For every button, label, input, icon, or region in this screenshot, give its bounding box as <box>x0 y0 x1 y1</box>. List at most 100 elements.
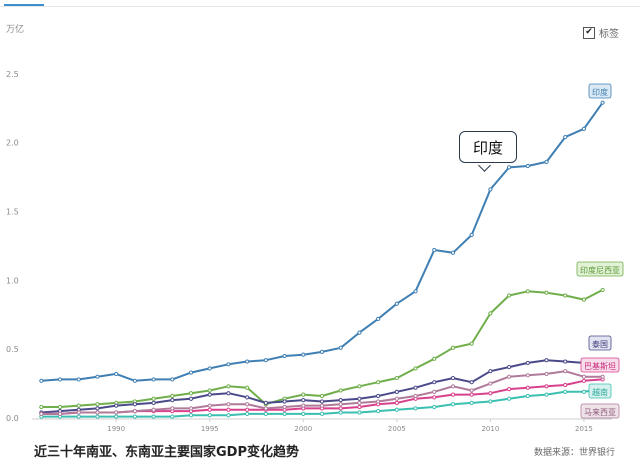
data-point <box>506 293 512 298</box>
data-point <box>469 400 474 405</box>
data-point <box>413 366 418 371</box>
data-point <box>338 402 343 407</box>
data-point <box>357 400 362 405</box>
data-point <box>376 409 381 414</box>
data-point <box>245 407 250 412</box>
data-point <box>301 403 306 408</box>
data-point <box>450 384 456 389</box>
data-point <box>357 384 362 389</box>
data-point <box>151 377 156 382</box>
data-point <box>488 381 493 386</box>
data-point <box>394 375 399 381</box>
data-point <box>581 126 587 131</box>
data-point <box>600 374 605 379</box>
data-point <box>114 403 119 408</box>
data-point <box>394 400 399 405</box>
data-point <box>581 378 587 383</box>
data-point <box>207 413 212 418</box>
data-point <box>76 410 81 415</box>
annotation-bubble: 印度 <box>459 131 517 163</box>
data-point <box>469 392 474 397</box>
data-point <box>413 289 418 294</box>
data-point <box>469 232 474 237</box>
data-point <box>132 409 138 414</box>
data-point <box>301 411 306 416</box>
data-point <box>544 159 549 164</box>
data-point <box>188 391 194 396</box>
data-point <box>245 385 250 390</box>
data-point <box>132 378 138 383</box>
y-tick-label: 1.5 <box>6 207 19 216</box>
label-toggle-text: 标签 <box>599 29 619 40</box>
active-tab-indicator[interactable] <box>4 4 44 6</box>
data-point <box>525 289 530 294</box>
series-end-label: 泰国 <box>592 339 608 349</box>
data-point <box>394 407 399 412</box>
data-point <box>151 400 156 405</box>
data-point <box>581 389 587 394</box>
data-point <box>207 407 212 412</box>
data-point <box>226 402 231 407</box>
y-tick-label: 2.5 <box>6 70 19 79</box>
data-point <box>39 378 44 383</box>
data-point <box>188 370 194 375</box>
data-point <box>245 411 250 416</box>
data-point <box>506 165 512 170</box>
data-point <box>506 386 512 392</box>
data-point <box>263 406 268 411</box>
data-point <box>245 402 250 407</box>
series-line <box>41 289 604 408</box>
data-point <box>301 392 306 397</box>
data-point <box>76 414 81 419</box>
data-point <box>469 388 474 393</box>
series-end-label-box <box>588 383 612 399</box>
label-toggle[interactable]: ✔ 标签 <box>583 25 619 40</box>
data-point <box>357 330 362 335</box>
data-point <box>263 400 268 405</box>
data-point <box>506 364 512 370</box>
data-point <box>76 403 81 408</box>
data-point <box>488 391 493 396</box>
data-point <box>95 414 100 419</box>
data-point <box>506 374 512 379</box>
data-point <box>319 349 325 355</box>
label-checkbox[interactable]: ✔ <box>583 26 595 39</box>
data-point <box>525 360 530 366</box>
y-axis-unit: 万亿 <box>6 25 25 35</box>
series-end-label: 越南 <box>592 387 608 397</box>
data-point <box>245 359 250 364</box>
data-point <box>432 247 437 253</box>
data-point <box>488 311 493 316</box>
data-point <box>506 396 512 401</box>
data-point <box>563 359 568 364</box>
data-point <box>319 393 325 399</box>
series-end-label-box <box>576 261 624 277</box>
data-point <box>95 410 100 415</box>
data-point <box>600 100 605 105</box>
data-point <box>170 414 175 419</box>
data-point <box>226 407 231 412</box>
data-point <box>357 410 362 415</box>
data-point <box>226 384 231 389</box>
data-point <box>394 396 399 401</box>
data-point <box>581 297 587 302</box>
data-point <box>282 411 287 416</box>
data-point <box>488 399 493 404</box>
data-point <box>432 380 437 385</box>
data-point <box>282 353 287 359</box>
data-point <box>39 411 44 416</box>
data-point <box>132 414 138 419</box>
data-point <box>95 402 100 407</box>
data-point <box>95 406 100 411</box>
data-point <box>563 293 568 298</box>
data-point <box>563 382 568 388</box>
data-point <box>226 391 231 396</box>
data-point <box>338 406 343 411</box>
data-point <box>170 393 175 399</box>
data-point <box>338 410 343 415</box>
series-end-label-box <box>588 83 612 99</box>
y-tick-label: 2.0 <box>6 139 19 148</box>
data-point <box>132 402 138 407</box>
data-point <box>207 388 212 393</box>
x-tick-label: 1990 <box>107 425 125 433</box>
